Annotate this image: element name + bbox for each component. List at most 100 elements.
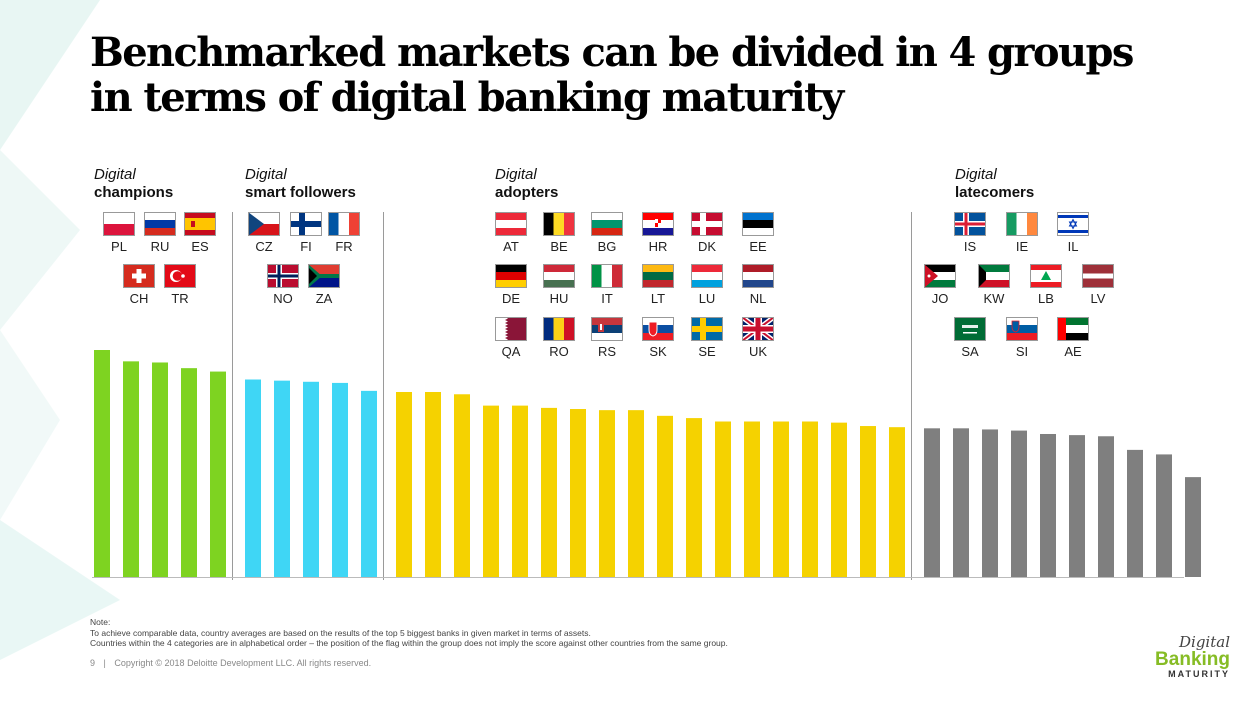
country-code-label: SA xyxy=(961,344,979,359)
flag-dk: DK xyxy=(687,212,727,254)
flag-lb: LB xyxy=(1026,264,1066,306)
group-name-label: smart followers xyxy=(245,184,356,201)
country-code-label: LV xyxy=(1090,291,1106,306)
note-label: Note: xyxy=(90,617,111,627)
footnote: Note: To achieve comparable data, countr… xyxy=(90,617,728,649)
flag-ae: AE xyxy=(1053,317,1093,359)
country-code-label: ES xyxy=(191,239,209,254)
si-flag-icon xyxy=(1006,317,1038,341)
ch-flag-icon xyxy=(123,264,155,288)
flag-es: ES xyxy=(180,212,220,254)
group-name-label: adopters xyxy=(495,184,559,201)
flag-de: DE xyxy=(491,264,531,306)
country-code-label: IT xyxy=(601,291,613,306)
flag-ee: EE xyxy=(738,212,778,254)
group-italic-label: Digital xyxy=(245,166,287,183)
it-flag-icon xyxy=(591,264,623,288)
title-line-2: in terms of digital banking maturity xyxy=(90,74,844,121)
kw-flag-icon xyxy=(978,264,1010,288)
digital-banking-maturity-logo: Digital Banking MATURITY xyxy=(1130,634,1230,680)
flag-kw: KW xyxy=(974,264,1014,306)
hr-flag-icon xyxy=(642,212,674,236)
country-code-label: LT xyxy=(650,291,666,306)
logo-line-1: Digital xyxy=(1179,633,1230,651)
bar xyxy=(303,381,319,577)
flag-pl: PL xyxy=(99,212,139,254)
at-flag-icon xyxy=(495,212,527,236)
page-title: Benchmarked markets can be divided in 4 … xyxy=(90,30,1190,120)
flag-ru: RU xyxy=(140,212,180,254)
bar xyxy=(512,405,528,577)
country-code-label: RU xyxy=(150,239,170,254)
bar xyxy=(1185,477,1201,577)
fi-flag-icon xyxy=(290,212,322,236)
flag-za: ZA xyxy=(304,264,344,306)
country-code-label: IE xyxy=(1015,239,1029,254)
flag-rs: RS xyxy=(587,317,627,359)
bar xyxy=(541,407,557,577)
group-header-adopters: Digital adopters xyxy=(495,166,558,202)
group-name-label: latecomers xyxy=(955,184,1035,201)
flag-bg: BG xyxy=(587,212,627,254)
flag-ie: IE xyxy=(1002,212,1042,254)
jo-flag-icon xyxy=(924,264,956,288)
country-code-label: UK xyxy=(748,344,768,359)
se-flag-icon xyxy=(691,317,723,341)
flag-si: SI xyxy=(1002,317,1042,359)
bar xyxy=(181,368,197,577)
ie-flag-icon xyxy=(1006,212,1038,236)
flag-hu: HU xyxy=(539,264,579,306)
flag-ch: CH xyxy=(119,264,159,306)
sk-flag-icon xyxy=(642,317,674,341)
country-code-label: SE xyxy=(698,344,716,359)
bar xyxy=(274,380,290,577)
flag-ro: RO xyxy=(539,317,579,359)
country-code-label: AT xyxy=(503,239,519,254)
bar xyxy=(1098,436,1114,577)
flag-qa: QA xyxy=(491,317,531,359)
flag-is: IS xyxy=(950,212,990,254)
country-code-label: FR xyxy=(335,239,353,254)
footer-separator: | xyxy=(103,658,106,668)
country-code-label: KW xyxy=(983,291,1005,306)
flag-cz: CZ xyxy=(244,212,284,254)
lv-flag-icon xyxy=(1082,264,1114,288)
flag-sa: SA xyxy=(950,317,990,359)
country-code-label: PL xyxy=(111,239,127,254)
bar xyxy=(860,426,876,577)
country-code-label: HU xyxy=(549,291,569,306)
lu-flag-icon xyxy=(691,264,723,288)
flag-at: AT xyxy=(491,212,531,254)
qa-flag-icon xyxy=(495,317,527,341)
copyright-text: Copyright © 2018 Deloitte Development LL… xyxy=(114,658,372,668)
bar xyxy=(715,421,731,577)
bar xyxy=(831,422,847,577)
bar xyxy=(425,391,441,577)
logo-line-2: Banking xyxy=(1155,649,1230,670)
bar xyxy=(1040,433,1056,577)
bar xyxy=(889,427,905,577)
country-code-label: IL xyxy=(1067,239,1079,254)
rs-flag-icon xyxy=(591,317,623,341)
bar xyxy=(1011,430,1027,577)
note-line-1: To achieve comparable data, country aver… xyxy=(90,627,591,638)
page-number: 9 xyxy=(90,658,96,668)
country-code-label: ZA xyxy=(315,291,333,306)
country-code-label: SI xyxy=(1015,344,1029,359)
bar xyxy=(686,418,702,577)
bar xyxy=(628,410,644,577)
flag-tr: TR xyxy=(160,264,200,306)
country-code-label: JO xyxy=(931,291,949,306)
group-italic-label: Digital xyxy=(495,166,537,183)
group-header-smart-followers: Digital smart followers xyxy=(245,166,356,202)
ae-flag-icon xyxy=(1057,317,1089,341)
bg-flag-icon xyxy=(591,212,623,236)
country-code-label: EE xyxy=(749,239,767,254)
flag-fi: FI xyxy=(286,212,326,254)
bar xyxy=(924,428,940,577)
country-code-label: CH xyxy=(129,291,149,306)
ru-flag-icon xyxy=(144,212,176,236)
flag-uk: UK xyxy=(738,317,778,359)
es-flag-icon xyxy=(184,212,216,236)
flag-be: BE xyxy=(539,212,579,254)
